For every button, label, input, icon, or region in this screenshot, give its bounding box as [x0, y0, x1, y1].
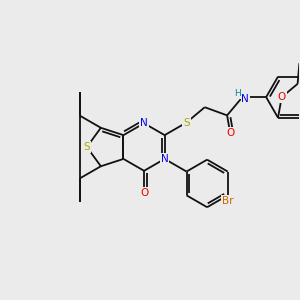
Text: N: N	[242, 94, 249, 103]
Text: N: N	[140, 118, 148, 128]
Text: O: O	[226, 128, 234, 138]
Text: S: S	[84, 142, 90, 152]
Text: O: O	[140, 188, 148, 198]
Text: H: H	[235, 89, 241, 98]
Text: Br: Br	[222, 196, 233, 206]
Text: S: S	[183, 118, 190, 128]
Text: N: N	[161, 154, 169, 164]
Text: O: O	[278, 92, 286, 102]
